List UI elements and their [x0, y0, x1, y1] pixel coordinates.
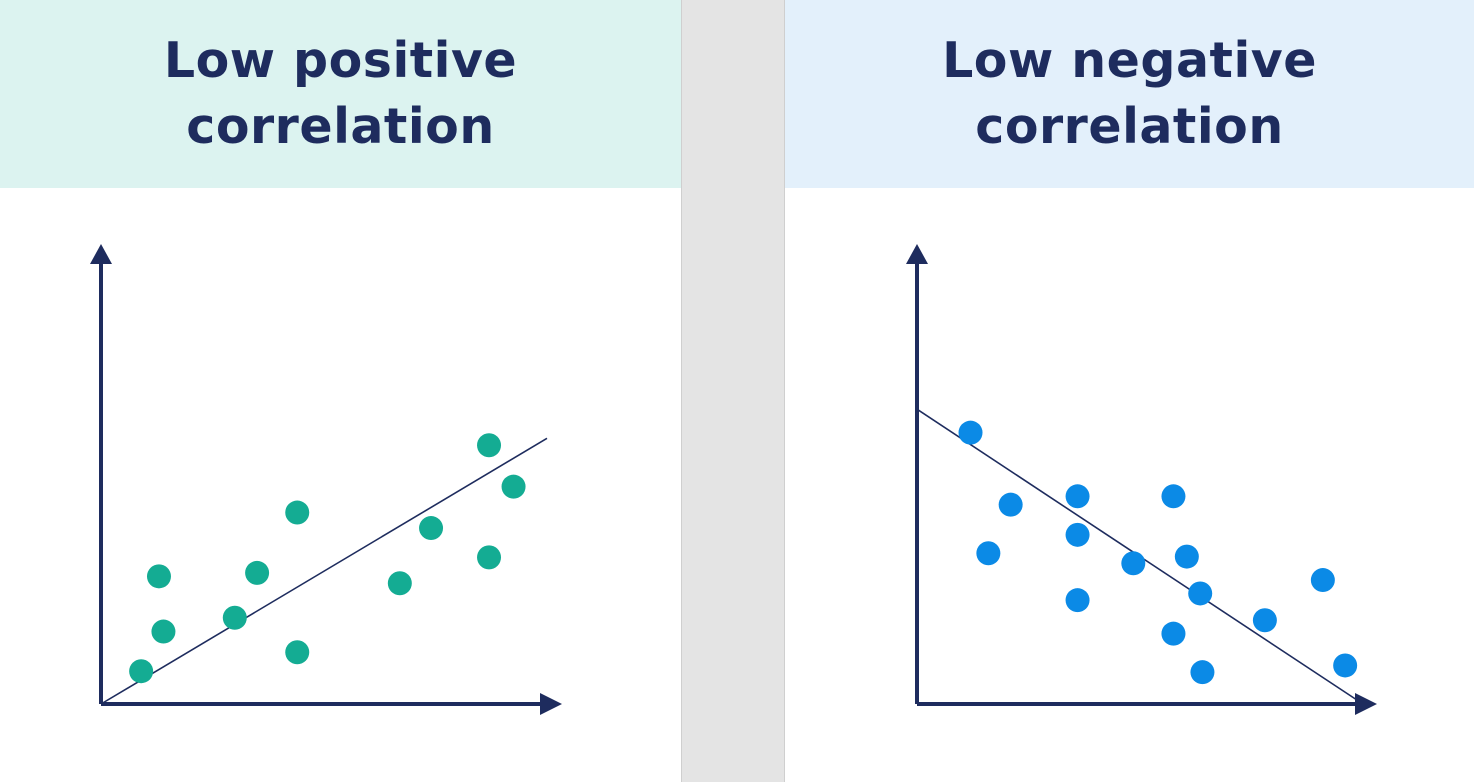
positive-title-line-1: Low positive: [163, 32, 518, 89]
positive-data-point-4: [222, 605, 247, 630]
positive-data-point-10: [477, 545, 502, 570]
negative-data-point-10: [1188, 581, 1213, 606]
positive-data-point-9: [419, 516, 444, 541]
negative-data-point-12: [1190, 660, 1215, 685]
negative-panel-title: Low negative correlation: [942, 28, 1317, 160]
negative-data-point-2: [998, 492, 1023, 517]
negative-x-axis-arrow: [1355, 693, 1377, 715]
negative-data-point-6: [1065, 588, 1090, 613]
positive-data-point-1: [129, 659, 154, 684]
positive-correlation-panel: Low positive correlation: [0, 0, 681, 782]
positive-scatter-plot: [90, 244, 562, 715]
positive-data-point-8: [387, 571, 412, 596]
negative-data-point-7: [1121, 551, 1146, 576]
negative-scatter-plot: [906, 244, 1377, 715]
negative-data-point-1: [958, 420, 983, 445]
positive-data-point-11: [477, 433, 502, 458]
negative-y-axis-arrow: [906, 244, 928, 264]
negative-data-point-4: [1065, 484, 1090, 509]
negative-correlation-panel: Low negative correlation: [785, 0, 1474, 782]
positive-y-axis-arrow: [90, 244, 112, 264]
positive-data-point-12: [501, 474, 526, 499]
negative-title-line-2: correlation: [975, 98, 1284, 155]
negative-data-point-13: [1252, 608, 1277, 633]
positive-panel-title: Low positive correlation: [164, 28, 517, 160]
negative-data-point-8: [1161, 484, 1186, 509]
positive-x-axis-arrow: [540, 693, 562, 715]
negative-panel-header: Low negative correlation: [785, 0, 1474, 188]
negative-data-point-5: [1065, 522, 1090, 547]
right-divider: [784, 0, 785, 782]
positive-title-line-2: correlation: [186, 98, 495, 155]
negative-data-point-11: [1161, 621, 1186, 646]
positive-panel-header: Low positive correlation: [0, 0, 681, 188]
negative-data-point-3: [976, 541, 1001, 566]
negative-data-point-14: [1310, 568, 1335, 593]
positive-data-point-3: [146, 564, 171, 589]
negative-data-point-9: [1174, 544, 1199, 569]
positive-data-point-5: [245, 560, 270, 585]
positive-data-point-2: [151, 619, 176, 644]
left-divider: [681, 0, 682, 782]
negative-data-point-15: [1333, 653, 1358, 678]
positive-data-point-6: [285, 640, 310, 665]
negative-title-line-1: Low negative: [942, 32, 1317, 89]
positive-data-point-7: [285, 500, 310, 525]
positive-trend-line: [100, 437, 548, 705]
